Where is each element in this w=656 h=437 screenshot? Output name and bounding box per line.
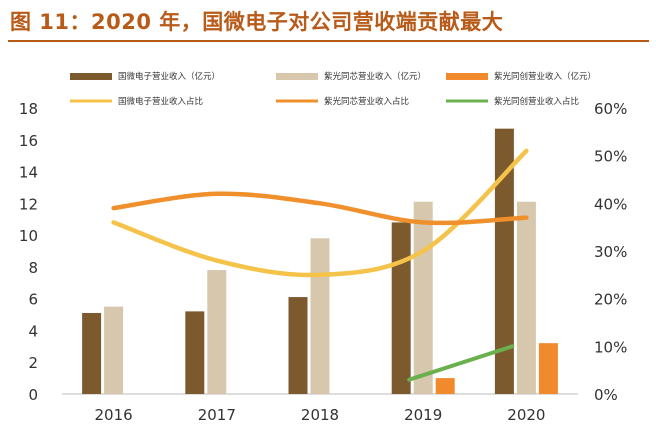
- legend-label-line-1: 紫光同芯营业收入占比: [324, 96, 409, 107]
- bar-2-2019: [435, 378, 455, 394]
- y-left-tick-label: 4: [28, 322, 38, 340]
- line-series-0: [111, 148, 529, 278]
- legend-label-bar-0: 国微电子营业收入（亿元）: [118, 71, 220, 82]
- y-right-tick-label: 20%: [594, 291, 627, 309]
- x-tick-label: 2017: [198, 406, 236, 424]
- legend: 国微电子营业收入（亿元） 紫光同芯营业收入（亿元） 紫光同创营业收入（亿元） 国微电子…: [70, 71, 596, 107]
- y-left-tick-label: 2: [28, 354, 38, 372]
- legend-swatch-bar-0: [70, 73, 112, 80]
- legend-swatch-bar-1: [276, 73, 318, 80]
- y-left-tick-label: 8: [28, 259, 38, 277]
- legend-swatch-bar-2: [446, 73, 488, 80]
- bar-0-2019: [391, 222, 411, 394]
- x-tick-label: 2016: [95, 406, 133, 424]
- x-tick-label: 2018: [301, 406, 339, 424]
- bar-1-2018: [310, 238, 330, 394]
- legend-label-line-2: 紫光同创营业收入占比: [494, 96, 579, 107]
- bar-1-2020: [516, 201, 536, 394]
- x-tick-label: 2019: [404, 406, 442, 424]
- legend-label-bar-1: 紫光同芯营业收入（亿元）: [324, 71, 426, 82]
- bar-2-2020: [538, 343, 558, 394]
- y-right-tick-label: 30%: [594, 243, 627, 261]
- bar-1-2017: [207, 270, 227, 394]
- figure-title: 图 11：2020 年，国微电子对公司营收端贡献最大: [10, 10, 504, 34]
- legend-label-bar-2: 紫光同创营业收入（亿元）: [494, 71, 596, 82]
- line-series-2: [407, 344, 515, 382]
- y-right-tick-label: 50%: [594, 148, 627, 166]
- bar-0-2020: [494, 128, 514, 394]
- y-left-tick-label: 10: [19, 227, 38, 245]
- y-right-tick-label: 60%: [594, 100, 627, 118]
- y-left-tick-label: 14: [19, 164, 38, 182]
- y-left-tick-label: 12: [19, 195, 38, 213]
- legend-label-line-0: 国微电子营业收入占比: [118, 96, 203, 107]
- y-left-tick-label: 6: [28, 291, 38, 309]
- y-right-tick-label: 40%: [594, 195, 627, 213]
- y-right-tick-label: 10%: [594, 338, 627, 356]
- y-left-tick-label: 18: [19, 100, 38, 118]
- x-tick-label: 2020: [507, 406, 545, 424]
- y-right-tick-label: 0%: [594, 386, 618, 404]
- axes: 0 2 4 6 8 10 12 14 16 18 0% 10% 20% 30% 40% 50% 60% 2016 2…: [19, 100, 627, 424]
- bar-1-2019: [413, 201, 433, 394]
- y-left-tick-label: 16: [19, 132, 38, 150]
- bar-0-2016: [82, 312, 102, 394]
- bar-1-2016: [104, 306, 124, 394]
- title-underline: [8, 40, 649, 42]
- bar-0-2017: [185, 311, 205, 394]
- y-left-tick-label: 0: [28, 386, 38, 404]
- bar-0-2018: [288, 297, 308, 394]
- lines: [111, 148, 529, 382]
- line-series-1: [111, 191, 529, 226]
